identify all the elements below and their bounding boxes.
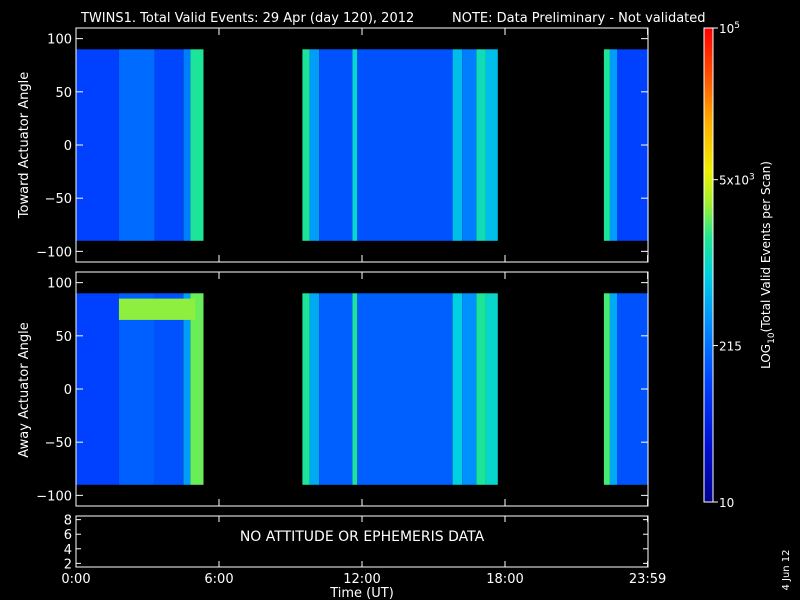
heat-segment-8 (352, 293, 358, 485)
ytick-label: −100 (36, 489, 72, 504)
ytick-label: 2 (64, 557, 72, 572)
xtick-label: 12:00 (343, 572, 380, 587)
heat-segment-14 (603, 293, 610, 485)
ytick-label: 0 (64, 139, 72, 154)
time-axis: 0:00 6:00 12:00 18:00 23:59 (61, 572, 666, 587)
heat-segment-13 (485, 293, 498, 485)
heat-segment-8 (352, 49, 358, 241)
heat-segment-3 (183, 49, 191, 241)
away-panel: 100 50 0 −50 −100 (36, 271, 649, 507)
heat-segment-4 (190, 293, 204, 485)
heat-segment-7 (319, 49, 353, 241)
heat-segment-10 (452, 49, 463, 241)
heat-segment-13 (485, 49, 498, 241)
heat-segment-10 (452, 293, 463, 485)
toward-panel: 100 50 0 −50 −100 (36, 27, 649, 263)
heat-segment-14 (603, 49, 610, 241)
ylabel-away: Away Actuator Angle (17, 322, 32, 457)
ytick-label: 100 (47, 33, 72, 48)
ytick-label: −100 (36, 245, 72, 260)
heat-segment-3 (183, 293, 191, 485)
colorbar-label: LOG10(Total Valid Events per Scan) (759, 161, 777, 369)
ylabel-toward: Toward Actuator Angle (17, 72, 32, 219)
colorbar-tick-label: 215 (719, 340, 742, 354)
xlabel: Time (UT) (329, 586, 394, 600)
colorbar-tick-label: 10 (719, 496, 734, 510)
heat-segment-7 (319, 293, 353, 485)
ytick-label: 50 (55, 330, 72, 345)
colorbar-tick-label: 105 (719, 21, 740, 36)
heat-segment-15 (609, 293, 618, 485)
ytick-label: 6 (64, 528, 72, 543)
date-stamp: 4 Jun 12 (781, 549, 792, 590)
preliminary-note: NOTE: Data Preliminary - Not validated (452, 11, 706, 26)
heat-segment-5 (302, 293, 310, 485)
ytick-label: 100 (47, 277, 72, 292)
ytick-label: 4 (64, 543, 72, 558)
chart-title: TWINS1. Total Valid Events: 29 Apr (day … (80, 11, 414, 26)
ytick-label: 0 (64, 383, 72, 398)
heat-segment-6 (309, 293, 320, 485)
ytick-label: −50 (45, 436, 72, 451)
heat-band (118, 298, 196, 320)
xtick-label: 18:00 (486, 572, 523, 587)
xtick-label: 0:00 (61, 572, 90, 587)
heat-segment-6 (309, 49, 320, 241)
heat-segment-12 (476, 293, 486, 485)
heat-segment-2 (154, 293, 184, 485)
colorbar (704, 28, 713, 502)
heat-segment-1 (118, 293, 155, 485)
heat-segment-2 (154, 49, 184, 241)
heat-segment-0 (76, 49, 119, 241)
heat-segment-12 (476, 49, 486, 241)
ytick-label: −50 (45, 192, 72, 207)
heat-segment-1 (118, 49, 155, 241)
colorbar-tick-label: 5x103 (719, 173, 755, 188)
ytick-label: 8 (64, 514, 72, 529)
heat-segment-4 (190, 49, 204, 241)
heat-segment-5 (302, 49, 310, 241)
no-data-message: NO ATTITUDE OR EPHEMERIS DATA (240, 529, 485, 545)
colorbar-ticks: 10 215 5x103 105 (713, 21, 755, 510)
heat-segment-9 (357, 293, 453, 485)
colorbar-frame (703, 27, 714, 503)
heat-segment-0 (76, 293, 119, 485)
xtick-label: 23:59 (629, 572, 666, 587)
heat-segment-15 (609, 49, 618, 241)
ytick-label: 50 (55, 86, 72, 101)
xtick-label: 6:00 (204, 572, 233, 587)
heat-segment-11 (462, 293, 477, 485)
heat-segment-9 (357, 49, 453, 241)
heat-segment-11 (462, 49, 477, 241)
